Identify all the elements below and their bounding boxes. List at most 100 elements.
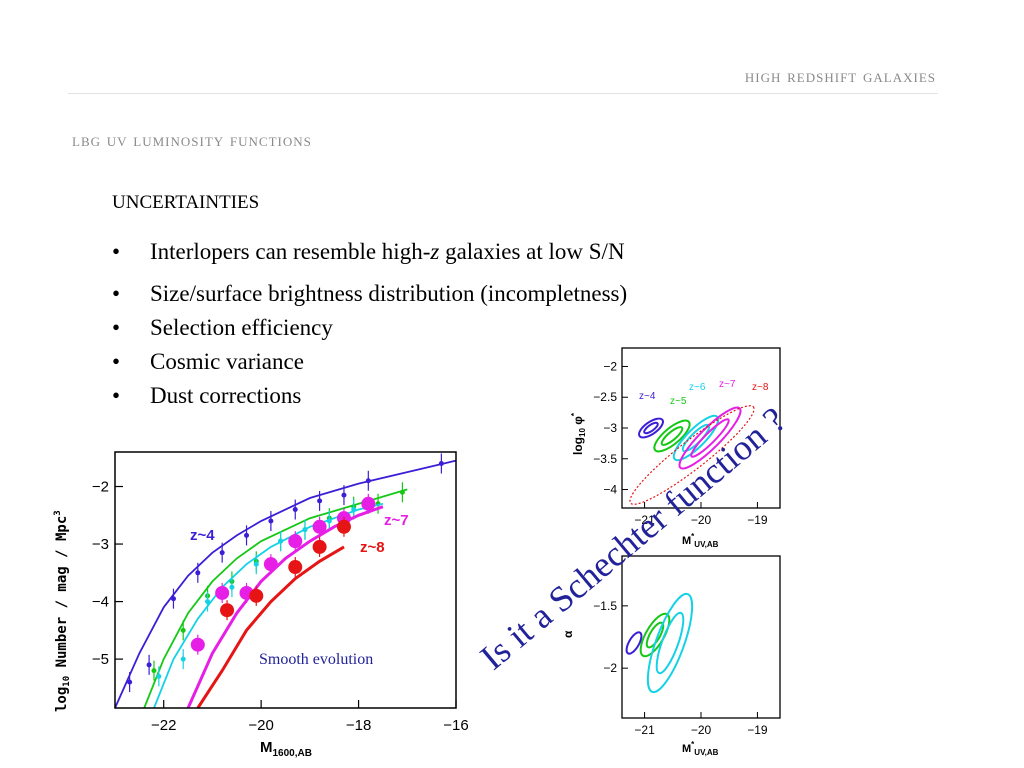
section-heading: UNCERTAINTIES [112,192,260,213]
phi-label-z5: z~5 [670,396,687,407]
data-point [312,539,327,554]
data-point [317,498,323,504]
slide-subtitle: LBG UV Luminosity Functions [72,130,312,151]
data-point [229,584,235,590]
alpha-contour-z4 [625,631,643,655]
data-point [312,519,327,534]
data-point [326,515,332,521]
data-point [195,570,201,576]
bullet-glyph: • [112,349,121,374]
data-point [288,560,303,575]
data-point [278,538,284,544]
data-point [220,603,235,618]
phi-label-z6: z~6 [689,382,706,393]
data-point [399,489,405,495]
y-tick-label: −3 [603,421,617,435]
header-divider [68,93,938,94]
data-point [263,557,278,572]
bullet-glyph: • [112,239,121,264]
alpha-plot-frame [621,555,781,719]
contour-z4 [638,417,664,439]
alpha-contour-z5 [639,612,671,658]
bullet-item: • Selection efficiency [112,311,627,345]
slide-header-title: High Redshift Galaxies [744,66,936,87]
x-tick-label: −21 [634,723,655,737]
data-point [268,518,274,524]
data-point [156,673,162,679]
alpha-y-axis-label: α [561,630,575,638]
data-point [205,599,211,605]
schechter-question: Is it a Schechter function ? [472,399,794,678]
data-point [438,461,444,467]
series-curve [114,459,457,709]
data-point [361,496,376,511]
data-point [278,538,284,544]
y-tick-label: −5 [92,651,109,668]
data-point [253,558,259,564]
data-point [219,550,225,556]
data-point [244,532,250,538]
data-point [146,662,152,668]
y-tick-label: −1.5 [593,599,617,613]
data-point [180,627,186,633]
y-tick-label: −3 [92,536,109,553]
data-point [351,507,357,513]
series-label-z7: z~7 [384,512,409,529]
alpha-contour-z6-inner [655,611,685,675]
data-point [205,593,211,599]
y-tick-label: −2 [92,479,109,496]
y-tick-label: −4 [92,594,109,611]
data-point [249,588,264,603]
data-point [170,596,176,602]
data-point [336,519,351,534]
lf-x-axis-label-sub: 1600,AB [273,748,312,759]
x-tick-label: −22 [151,717,176,734]
bullet-glyph: • [112,315,121,340]
phi-y-axis-label: log10 φ* [570,412,587,455]
series-curve [186,505,384,709]
data-point [190,637,205,652]
contour-z4-inner [643,421,659,435]
alpha-contours [625,592,694,694]
chart-annotation: Smooth evolution [259,651,373,668]
data-point [180,656,186,662]
series-label-z4: z~4 [190,527,215,544]
data-point [365,478,371,484]
x-tick-label: −20 [248,717,273,734]
data-point [229,578,235,584]
data-point [351,504,357,510]
bullet-item: • Dust corrections [112,379,627,413]
alpha-x-axis-label: M*UV,AB [682,740,719,757]
x-tick-label: −19 [747,723,768,737]
bullet-item: • Interlopers can resemble high-z galaxie… [112,235,627,269]
bullet-list: • Interlopers can resemble high-z galaxie… [112,235,627,413]
bullet-item: • Size/surface brightness distribution (i… [112,277,627,311]
alpha-contour-z5-inner [645,621,665,649]
bullet-glyph: • [112,281,121,306]
x-tick-label: −20 [691,723,712,737]
data-point [215,585,230,600]
x-tick-label: −19 [747,513,768,527]
alpha-contour-z6 [646,592,694,694]
lf-y-axis-label: log10 Number / mag / Mpc3 [53,510,72,712]
data-point [375,501,381,507]
x-tick-label: −16 [443,717,468,734]
data-point [336,511,351,526]
series-curve [143,488,408,709]
contour-z5-inner [660,426,684,446]
phi-label-z8: z~8 [752,382,769,393]
data-point [341,492,347,498]
phi-label-z7: z~7 [719,379,736,390]
y-tick-label: −4 [603,483,617,497]
data-point [302,527,308,533]
data-point [288,534,303,549]
data-point [151,668,157,674]
y-tick-label: −2 [603,661,617,675]
x-tick-label: −18 [346,717,371,734]
lf-plot-frame [114,451,457,709]
data-point [302,527,308,533]
contour-z5 [653,419,691,453]
bullet-item: • Cosmic variance [112,345,627,379]
series-curve [196,545,345,709]
y-tick-label: −3.5 [593,452,617,466]
